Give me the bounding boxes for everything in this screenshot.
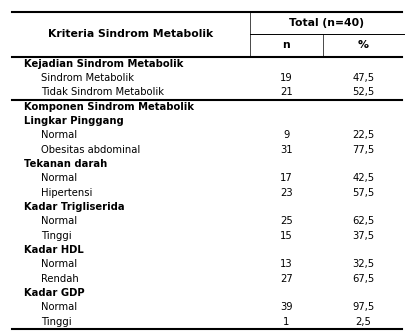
Text: 57,5: 57,5 [352, 187, 373, 198]
Text: 13: 13 [279, 259, 292, 269]
Text: Rendah: Rendah [40, 273, 78, 284]
Text: Kadar Trigliserida: Kadar Trigliserida [24, 202, 125, 212]
Text: Kadar HDL: Kadar HDL [24, 245, 84, 255]
Text: Tinggi: Tinggi [40, 230, 71, 241]
Text: Komponen Sindrom Metabolik: Komponen Sindrom Metabolik [24, 102, 194, 112]
Text: Normal: Normal [40, 130, 77, 141]
Text: Normal: Normal [40, 302, 77, 312]
Text: Normal: Normal [40, 173, 77, 183]
Text: 31: 31 [279, 145, 292, 155]
Text: 19: 19 [279, 73, 292, 83]
Text: 97,5: 97,5 [352, 302, 373, 312]
Text: 42,5: 42,5 [352, 173, 373, 183]
Text: Kriteria Sindrom Metabolik: Kriteria Sindrom Metabolik [48, 29, 213, 39]
Text: 15: 15 [279, 230, 292, 241]
Text: Obesitas abdominal: Obesitas abdominal [40, 145, 139, 155]
Text: 1: 1 [282, 316, 289, 327]
Text: 67,5: 67,5 [352, 273, 373, 284]
Text: 27: 27 [279, 273, 292, 284]
Text: 9: 9 [282, 130, 289, 141]
Text: 23: 23 [279, 187, 292, 198]
Text: 62,5: 62,5 [352, 216, 373, 226]
Text: Lingkar Pinggang: Lingkar Pinggang [24, 116, 124, 126]
Text: 25: 25 [279, 216, 292, 226]
Text: 2,5: 2,5 [354, 316, 371, 327]
Text: 77,5: 77,5 [352, 145, 373, 155]
Text: 39: 39 [279, 302, 292, 312]
Text: Normal: Normal [40, 216, 77, 226]
Text: Total (n=40): Total (n=40) [289, 18, 363, 28]
Text: Kejadian Sindrom Metabolik: Kejadian Sindrom Metabolik [24, 59, 183, 69]
Text: Sindrom Metabolik: Sindrom Metabolik [40, 73, 133, 83]
Text: %: % [357, 40, 368, 50]
Text: 52,5: 52,5 [352, 87, 373, 98]
Text: 47,5: 47,5 [352, 73, 373, 83]
Text: n: n [281, 40, 290, 50]
Text: Tinggi: Tinggi [40, 316, 71, 327]
Text: Kadar GDP: Kadar GDP [24, 288, 85, 298]
Text: 37,5: 37,5 [352, 230, 373, 241]
Text: 21: 21 [279, 87, 292, 98]
Text: 32,5: 32,5 [352, 259, 373, 269]
Text: Tekanan darah: Tekanan darah [24, 159, 107, 169]
Text: Hipertensi: Hipertensi [40, 187, 92, 198]
Text: 17: 17 [279, 173, 292, 183]
Text: 22,5: 22,5 [352, 130, 373, 141]
Text: Normal: Normal [40, 259, 77, 269]
Text: Tidak Sindrom Metabolik: Tidak Sindrom Metabolik [40, 87, 163, 98]
